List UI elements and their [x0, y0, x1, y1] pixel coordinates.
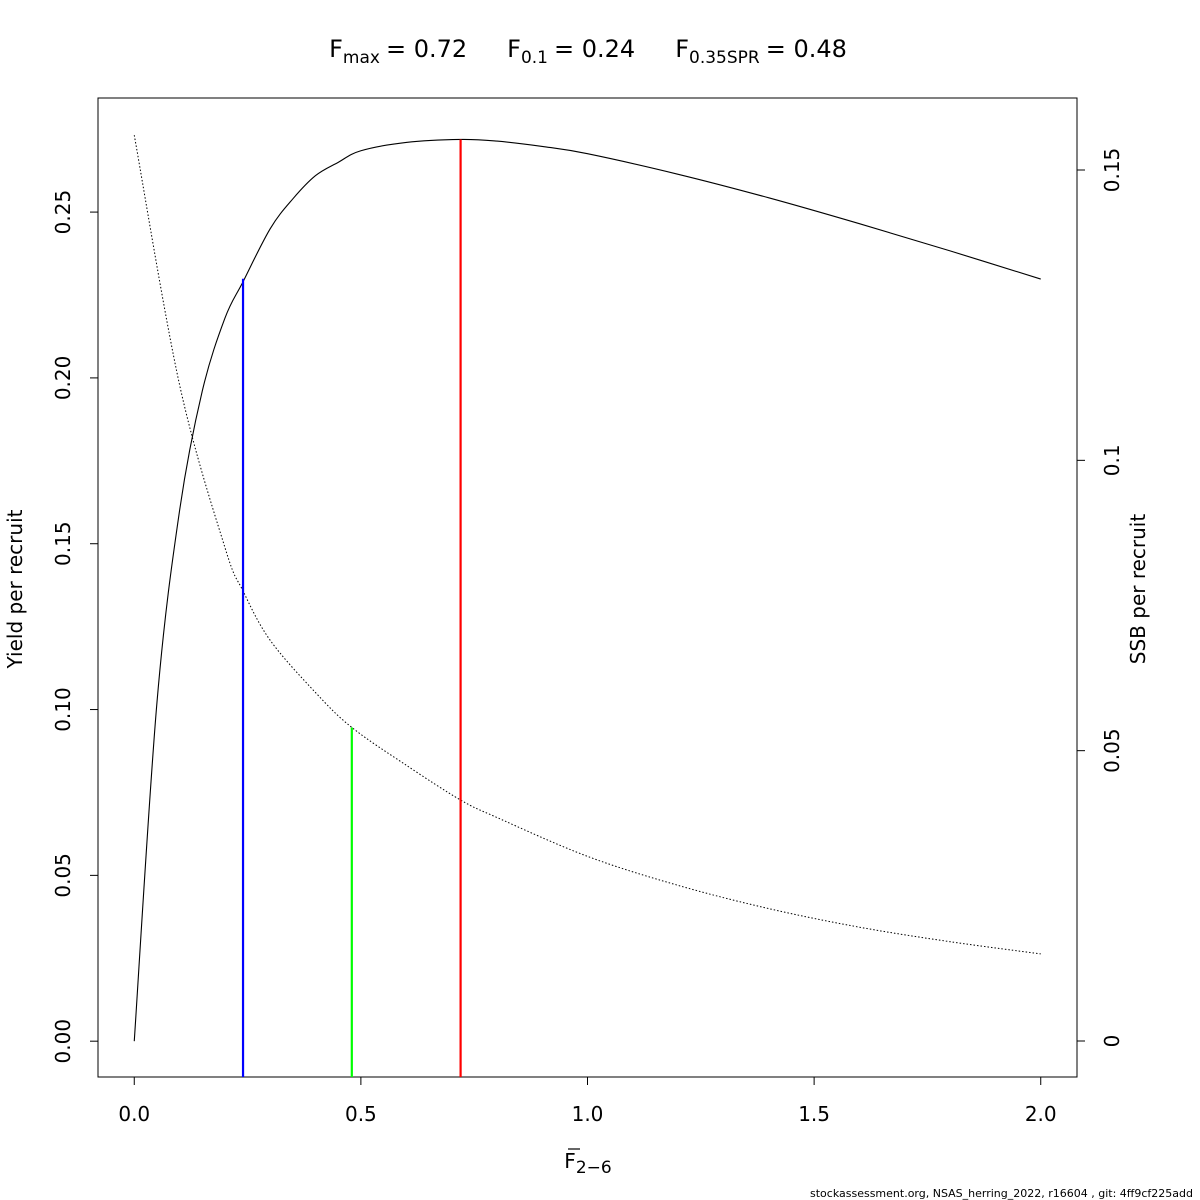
y-tick-label-3: 0.15: [51, 521, 75, 566]
y-axis-title: Yield per recruit: [3, 509, 27, 669]
y-tick-label-0: 0.00: [51, 1019, 75, 1064]
y-right-tick-label-2: 0.1: [1100, 444, 1124, 476]
x-tick-label-0: 0.0: [118, 1102, 150, 1126]
x-tick-label-1: 0.5: [345, 1102, 377, 1126]
chart-title: Fmax = 0.72 F0.1 = 0.24 F0.35SPR = 0.48: [329, 35, 847, 68]
y-tick-label-1: 0.05: [51, 853, 75, 898]
x-tick-label-4: 2.0: [1025, 1102, 1057, 1126]
y-tick-label-4: 0.20: [51, 356, 75, 401]
y-tick-label-5: 0.25: [51, 190, 75, 235]
y-right-tick-label-3: 0.15: [1100, 148, 1124, 193]
y-axis-title-right: SSB per recruit: [1126, 514, 1150, 665]
yield-per-recruit-curve: [133, 138, 1041, 1042]
y-right-tick-label-1: 0.05: [1100, 728, 1124, 773]
x-tick-label-2: 1.0: [572, 1102, 604, 1126]
y-tick-label-2: 0.10: [51, 687, 75, 732]
x-tick-label-3: 1.5: [798, 1102, 830, 1126]
x-axis-title: F2−6: [564, 1148, 612, 1178]
plot-layer: 0.0 0.5 1.0 1.5 2.00.000.050.100.150.200.250…: [51, 97, 1124, 1126]
y-right-tick-label-0: 0: [1100, 1035, 1124, 1048]
footer-note: stockassessment.org, NSAS_herring_2022, …: [810, 1187, 1193, 1200]
svg-text:F2−6: F2−6: [564, 1149, 611, 1178]
ssb-per-recruit-curve: [133, 135, 1041, 955]
